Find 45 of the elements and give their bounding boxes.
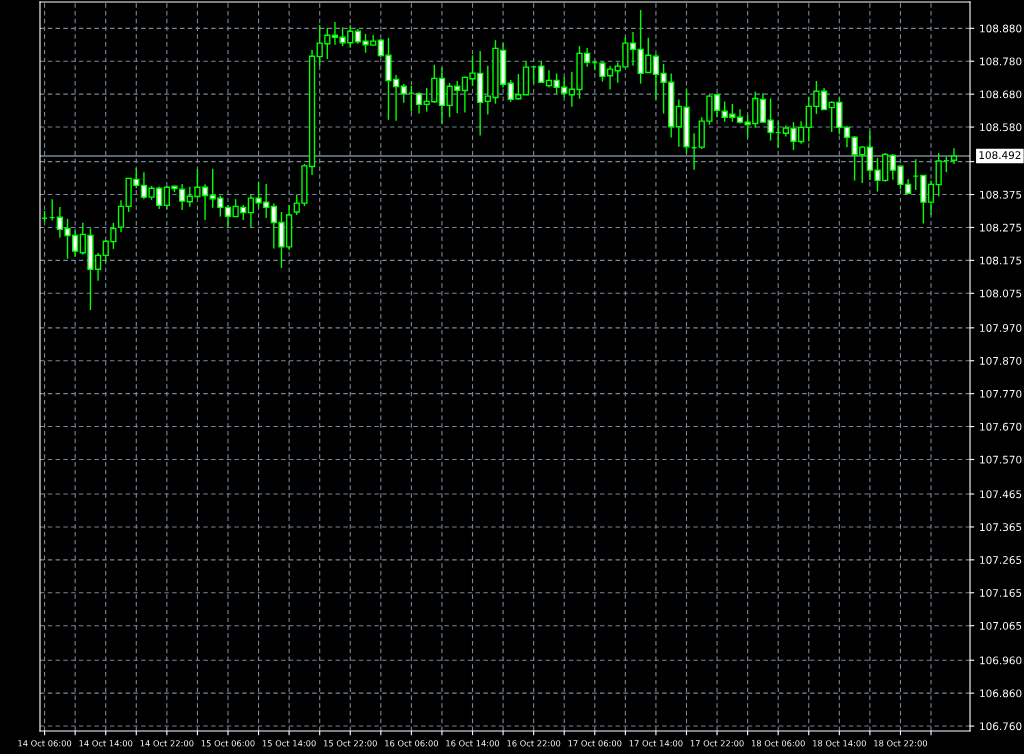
candlestick: [950, 147, 958, 165]
y-tick-label: 106.960: [980, 656, 1022, 665]
ref-line-label: 108.492: [979, 151, 1021, 160]
x-tick-label: 18 Oct 14:00: [813, 740, 866, 747]
y-tick-label: 106.860: [980, 689, 1022, 698]
x-tick-label: 18 Oct 22:00: [874, 740, 928, 747]
y-tick-label: 107.065: [980, 621, 1022, 630]
candlestick: [629, 31, 637, 67]
candlestick: [400, 83, 407, 104]
y-tick-label: 107.970: [980, 324, 1022, 332]
x-tick-label: 17 Oct 14:00: [629, 740, 683, 747]
y-tick-label: 107.570: [980, 455, 1022, 464]
y-tick-label: 107.165: [980, 589, 1022, 597]
x-tick-label: 14 Oct 22:00: [140, 740, 194, 747]
y-tick-label: 106.760: [980, 722, 1022, 731]
y-tick-label: 107.670: [980, 422, 1022, 431]
candlestick: [935, 152, 942, 198]
candlestick: [538, 60, 545, 84]
x-tick-label: 15 Oct 22:00: [324, 740, 377, 747]
x-tick-label: 14 Oct 06:00: [18, 740, 72, 747]
x-tick-label: 18 Oct 06:00: [751, 740, 805, 747]
y-tick-label: 108.175: [980, 256, 1022, 265]
x-tick-label: 17 Oct 22:00: [690, 740, 744, 747]
x-tick-label: 14 Oct 14:00: [79, 740, 133, 747]
x-tick-label: 15 Oct 14:00: [262, 740, 316, 747]
y-tick-label: 108.780: [980, 57, 1022, 66]
y-tick-label: 108.075: [980, 289, 1022, 298]
x-tick-label: 17 Oct 06:00: [568, 740, 622, 747]
candlestick: [415, 91, 423, 115]
y-tick-label: 108.580: [980, 123, 1022, 132]
x-tick-label: 16 Oct 14:00: [446, 740, 500, 747]
candlestick: [117, 199, 125, 233]
x-tick-label: 16 Oct 22:00: [507, 740, 561, 747]
x-tick-label: 15 Oct 06:00: [201, 740, 255, 747]
y-tick-label: 107.365: [980, 523, 1022, 532]
y-tick-label: 107.465: [980, 490, 1022, 499]
y-tick-label: 107.770: [980, 389, 1022, 398]
y-tick-label: 107.265: [980, 556, 1022, 564]
y-tick-label: 108.880: [980, 24, 1022, 33]
y-tick-label: 108.680: [980, 90, 1022, 99]
y-tick-label: 108.375: [980, 190, 1022, 199]
y-tick-label: 107.870: [980, 356, 1022, 365]
candlestick: [178, 183, 186, 211]
x-tick-label: 16 Oct 06:00: [385, 740, 438, 747]
y-tick-label: 108.275: [980, 223, 1022, 232]
